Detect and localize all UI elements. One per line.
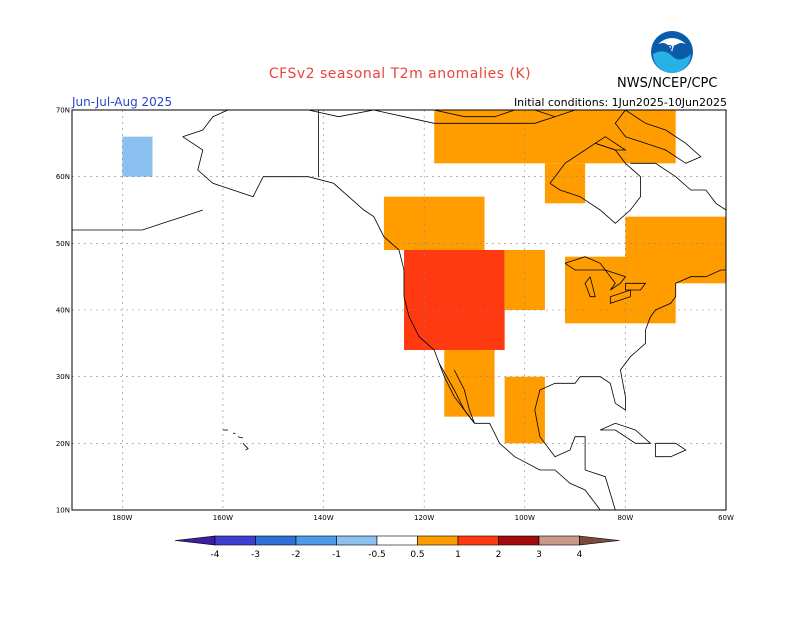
coastline xyxy=(438,363,475,424)
agency-label: NWS/NCEP/CPC xyxy=(617,76,718,91)
coastline xyxy=(614,110,702,164)
colorbar-segment xyxy=(538,535,580,546)
coastline xyxy=(625,282,647,291)
coastlines xyxy=(72,110,761,510)
colorbar-segment xyxy=(336,535,378,546)
graticule xyxy=(72,110,726,510)
coastline xyxy=(584,276,596,298)
coastline xyxy=(600,422,652,444)
colorbar-tick-label: 3 xyxy=(536,550,542,560)
colorbar-segment xyxy=(214,535,256,546)
coastline xyxy=(534,110,576,118)
map-frame xyxy=(71,109,727,511)
noaa-logo-icon: NOAA xyxy=(651,31,693,73)
colorbar-extension-high xyxy=(579,535,620,546)
colorbar: -4 -3 -2 -1 -0.5 0.5 1 2 3 4 xyxy=(174,535,620,560)
colorbar-segment xyxy=(295,535,337,546)
longitude-tick-label: 180W xyxy=(112,514,132,522)
colorbar-segment xyxy=(457,535,499,546)
coastline xyxy=(72,209,203,231)
chart-title: CFSv2 seasonal T2m anomalies (K) xyxy=(268,66,532,82)
colorbar-tick-label: 0.5 xyxy=(410,550,424,560)
colorbar-tick-label: -0.5 xyxy=(368,550,386,560)
colorbar-segment xyxy=(255,535,297,546)
anomaly-region xyxy=(444,350,495,417)
season-label: Jun-Jul-Aug 2025 xyxy=(72,95,173,109)
latitude-tick-label: 30N xyxy=(56,373,70,381)
latitude-tick-label: 20N xyxy=(56,440,70,448)
coastline xyxy=(731,250,761,263)
colorbar-tick-label: -3 xyxy=(251,550,260,560)
longitude-tick-label: 160W xyxy=(213,514,233,522)
colorbar-tick-label: 4 xyxy=(577,550,583,560)
latitude-tick-label: 40N xyxy=(56,307,70,315)
longitude-tick-label: 80W xyxy=(617,514,633,522)
latitude-tick-label: 10N xyxy=(56,507,70,515)
coastline xyxy=(434,110,515,118)
coastline xyxy=(237,436,244,439)
latitude-tick-label: 60N xyxy=(56,173,70,181)
initial-conditions-label: Initial conditions: 1Jun2025-10Jun2025 xyxy=(513,96,727,109)
coastline xyxy=(549,142,641,224)
coastline xyxy=(182,136,601,510)
longitude-labels: 180W 160W 140W 120W 100W 80W 60W xyxy=(112,514,734,522)
colorbar-segment xyxy=(417,535,459,546)
colorbar-segment xyxy=(376,535,418,546)
anomaly-region xyxy=(383,196,485,250)
anomaly-layer xyxy=(122,110,726,444)
colorbar-extension-low xyxy=(174,535,216,546)
coastline xyxy=(534,269,726,510)
coastline xyxy=(182,110,556,138)
longitude-tick-label: 100W xyxy=(515,514,535,522)
anomaly-region xyxy=(544,163,586,204)
longitude-tick-label: 120W xyxy=(414,514,434,522)
longitude-tick-label: 60W xyxy=(718,514,734,522)
coastline xyxy=(655,442,687,458)
colorbar-tick-label: 2 xyxy=(496,550,502,560)
anomaly-region xyxy=(122,136,153,177)
longitude-tick-label: 140W xyxy=(313,514,333,522)
anomaly-region xyxy=(625,216,726,284)
coastline xyxy=(604,269,627,291)
anomaly-region xyxy=(434,110,676,164)
colorbar-tick-label: -4 xyxy=(211,550,220,560)
anomaly-region xyxy=(404,250,505,350)
latitude-labels: 70N 60N 50N 40N 30N 20N 10N xyxy=(56,107,70,515)
latitude-tick-label: 50N xyxy=(56,240,70,248)
colorbar-segment xyxy=(498,535,540,546)
colorbar-tick-label: -2 xyxy=(292,550,301,560)
colorbar-tick-label: 1 xyxy=(455,550,461,560)
coastline xyxy=(609,289,631,304)
coastline xyxy=(242,443,249,451)
colorbar-tick-label: -1 xyxy=(332,550,341,560)
coastline xyxy=(594,136,627,151)
coastline xyxy=(630,162,726,211)
latitude-tick-label: 70N xyxy=(56,107,70,115)
logo-text: NOAA xyxy=(661,44,684,52)
